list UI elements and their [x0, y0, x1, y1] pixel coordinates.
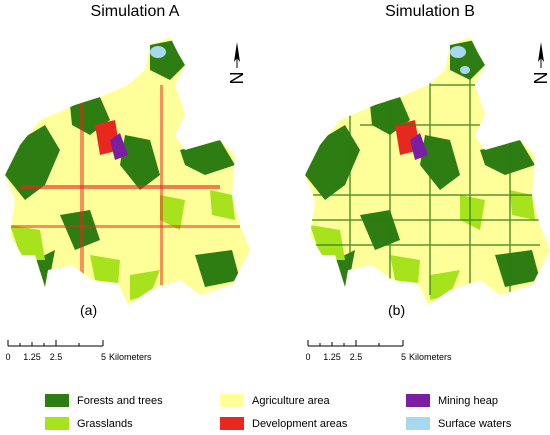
legend-label: Surface waters [438, 417, 512, 430]
panel-a-label: (a) [80, 302, 98, 318]
scale-tick-2: 2.5 [50, 352, 63, 362]
map-b-svg [305, 37, 550, 305]
legend-item-grasslands: Grasslands [45, 417, 133, 430]
map-a-svg [5, 37, 250, 305]
simulation-b-map [300, 25, 550, 315]
panel-b-title: Simulation B [385, 3, 475, 20]
scale-tick-3: 5 [401, 352, 406, 362]
panel-a-title: Simulation A [90, 3, 180, 20]
legend-label: Development areas [252, 417, 348, 430]
scale-tick-0: 0 [306, 352, 311, 362]
legend-label: Mining heap [438, 394, 498, 407]
legend-label: Agriculture area [252, 394, 330, 407]
simulation-a-map [0, 25, 260, 315]
legend-swatch [45, 394, 69, 407]
north-arrow-icon: N [224, 40, 250, 90]
legend-item-forests: Forests and trees [45, 394, 163, 407]
legend-label: Grasslands [77, 417, 133, 430]
legend-label: Forests and trees [77, 394, 163, 407]
legend: Forests and trees Agriculture area Minin… [40, 390, 550, 435]
legend-swatch [220, 417, 244, 430]
scale-tick-2: 2.5 [350, 352, 363, 362]
legend-item-agriculture: Agriculture area [220, 394, 330, 407]
legend-item-mining: Mining heap [406, 394, 498, 407]
legend-item-water: Surface waters [406, 417, 511, 430]
scale-tick-1: 1.25 [23, 352, 41, 362]
panel-b-label: (b) [388, 302, 406, 318]
scale-tick-3: 5 [101, 352, 106, 362]
scale-unit: Kilometers [409, 352, 452, 362]
scale-bar-a: 0 1.25 2.5 5 Kilometers [5, 336, 246, 371]
legend-item-development: Development areas [220, 417, 347, 430]
scale-bar-b: 0 1.25 2.5 5 Kilometers [305, 336, 546, 371]
scale-tick-0: 0 [6, 352, 11, 362]
north-symbol: N [531, 72, 550, 85]
legend-swatch [406, 394, 430, 407]
legend-swatch [220, 394, 244, 407]
legend-swatch [406, 417, 430, 430]
north-symbol: N [227, 72, 247, 85]
scale-tick-1: 1.25 [323, 352, 341, 362]
scale-unit: Kilometers [109, 352, 152, 362]
north-arrow-icon: N [528, 40, 550, 90]
legend-swatch [45, 417, 69, 430]
